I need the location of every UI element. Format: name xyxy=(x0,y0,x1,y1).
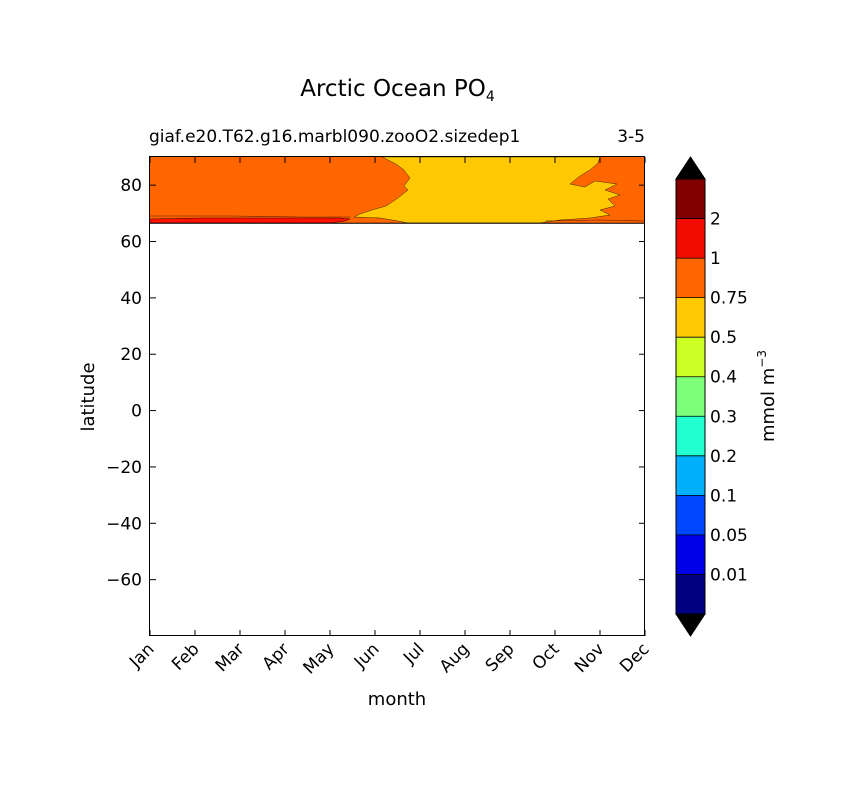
chart-title: Arctic Ocean PO4 xyxy=(300,76,495,105)
y-tick-label: −20 xyxy=(106,458,142,478)
colorbar-tick-label: 0.4 xyxy=(710,368,737,388)
x-axis-label: month xyxy=(368,689,426,710)
colorbar-tick-label: 0.1 xyxy=(710,486,737,506)
x-tick-label: Oct xyxy=(529,639,564,674)
colorbar-bin xyxy=(676,455,705,496)
region-0.5-0.75 xyxy=(353,156,621,224)
colorbar-frame xyxy=(675,178,706,615)
colorbar-extend-high xyxy=(675,156,706,180)
y-tick-label: 60 xyxy=(120,233,142,253)
x-tick-label: Dec xyxy=(616,639,653,676)
colorbar-extend-low xyxy=(675,613,706,637)
colorbar-bin xyxy=(676,337,705,377)
plot-frame xyxy=(149,156,645,636)
contour-line xyxy=(544,219,646,222)
y-tick-label: −40 xyxy=(106,514,142,534)
colorbar-label: mmol m−3 xyxy=(755,350,779,442)
colorbar-tick-label: 1 xyxy=(710,249,721,269)
colorbar-bin xyxy=(676,495,705,535)
colorbar-tick-label: 0.3 xyxy=(710,407,737,427)
colorbar-bin xyxy=(676,574,705,614)
colorbar-bin xyxy=(676,416,705,456)
colorbar-tick-label: 0.2 xyxy=(710,447,737,467)
colorbar-bin xyxy=(676,258,705,298)
x-tick-label: Jan xyxy=(125,639,158,672)
x-tick-label: Jun xyxy=(350,639,384,673)
x-tick-label: May xyxy=(300,639,339,678)
colorbar-bin xyxy=(676,179,705,219)
colorbar-bin xyxy=(676,297,705,338)
colorbar-tick-label: 0.05 xyxy=(710,526,748,546)
x-tick-label: Mar xyxy=(212,639,249,676)
x-tick-label: Jul xyxy=(399,639,428,668)
plot-fill-layer xyxy=(149,156,646,224)
colorbar: 0.01 0.05 0.1 0.2 0.3 0.4 0.5 0.75 1 2 xyxy=(675,156,748,637)
x-tick-label: Sep xyxy=(482,639,519,676)
x-tick-label: Aug xyxy=(436,639,474,677)
y-tick-label: 80 xyxy=(120,176,142,196)
contour-line xyxy=(150,215,350,218)
y-tick-label: 0 xyxy=(131,402,142,422)
region-1-2 xyxy=(149,217,351,224)
colorbar-tick-label: 0.75 xyxy=(710,289,748,309)
y-tick-label: 40 xyxy=(120,289,142,309)
colorbar-bin xyxy=(676,218,705,259)
y-axis-label: latitude xyxy=(78,362,99,431)
case-name-label: giaf.e20.T62.g16.marbl090.zooO2.sizedep1 xyxy=(149,127,521,147)
colorbar-bin xyxy=(676,534,705,575)
x-tick-label: Apr xyxy=(259,639,294,674)
colorbar-tick-label: 2 xyxy=(710,210,721,230)
depth-range-label: 3-5 xyxy=(617,127,645,147)
y-tick-label: 20 xyxy=(120,345,142,365)
colorbar-tick-label: 0.01 xyxy=(710,565,748,585)
y-tick-label: −60 xyxy=(106,571,142,591)
x-tick-label: Nov xyxy=(571,639,609,677)
x-tick-label: Feb xyxy=(168,639,203,674)
axes-layer: 80 60 40 20 0 −20 −40 −60 Jan Feb Mar Apr May Jun Jul A… xyxy=(106,157,654,678)
colorbar-bin xyxy=(676,376,705,417)
colorbar-tick-label: 0.5 xyxy=(710,328,737,348)
